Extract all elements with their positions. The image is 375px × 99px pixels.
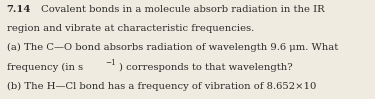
Text: region and vibrate at characteristic frequencies.: region and vibrate at characteristic fre…	[7, 24, 254, 33]
Text: frequency (in s: frequency (in s	[7, 63, 83, 72]
Text: (a) The C—O bond absorbs radiation of wavelength 9.6 μm. What: (a) The C—O bond absorbs radiation of wa…	[7, 43, 338, 52]
Text: ) corresponds to that wavelength?: ) corresponds to that wavelength?	[119, 63, 292, 72]
Text: 7.14: 7.14	[7, 5, 31, 14]
Text: Covalent bonds in a molecule absorb radiation in the IR: Covalent bonds in a molecule absorb radi…	[38, 5, 325, 14]
Text: −1: −1	[105, 59, 116, 67]
Text: (b) The H—Cl bond has a frequency of vibration of 8.652×10: (b) The H—Cl bond has a frequency of vib…	[7, 82, 316, 91]
